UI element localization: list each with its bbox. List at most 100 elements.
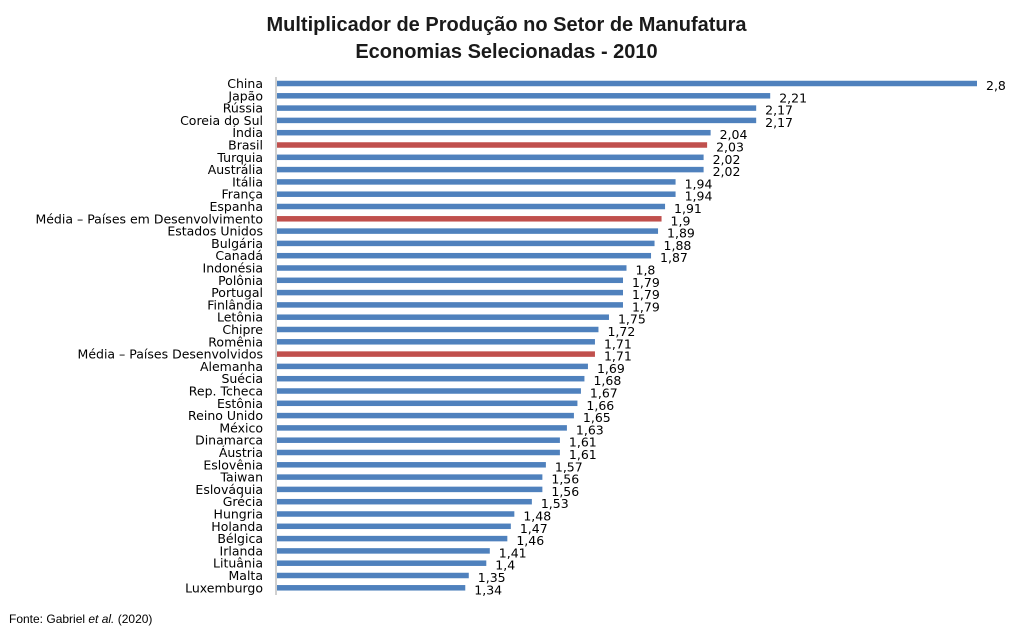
bar	[277, 277, 623, 284]
value-label: 2,04	[720, 127, 748, 142]
category-label: Indonésia	[203, 261, 263, 276]
category-label: Turquia	[216, 150, 263, 165]
value-label: 1,47	[520, 521, 548, 536]
bar	[277, 302, 623, 308]
source-italic: et al.	[88, 612, 115, 626]
category-label: Coreia do Sul	[180, 113, 263, 128]
bar	[277, 240, 655, 247]
bar	[277, 437, 560, 443]
bar	[277, 339, 595, 345]
bar	[277, 523, 511, 530]
bar	[277, 117, 757, 124]
bar	[277, 289, 623, 296]
bar	[277, 228, 659, 234]
category-label: Austrália	[208, 162, 263, 177]
value-label: 1,69	[597, 361, 625, 376]
value-label: 1,56	[551, 472, 579, 487]
value-label: 2,02	[713, 152, 741, 167]
category-label: Portugal	[211, 285, 263, 300]
value-label: 1,61	[569, 447, 597, 462]
bar	[277, 462, 546, 468]
category-label: Grécia	[223, 494, 263, 509]
bar	[277, 560, 487, 566]
category-label: Bélgica	[217, 531, 263, 546]
value-label: 1,94	[685, 189, 713, 204]
value-label: 1,53	[541, 496, 569, 511]
bar	[277, 166, 704, 173]
value-label: 1,63	[576, 422, 604, 437]
category-label: Bulgária	[211, 236, 263, 251]
category-label: Taiwan	[219, 470, 263, 485]
bar	[277, 191, 676, 197]
bar	[277, 93, 771, 99]
bar	[277, 585, 466, 591]
bar	[277, 486, 543, 493]
bar	[277, 326, 599, 333]
value-label: 1,48	[523, 509, 551, 524]
value-label: 1,9	[671, 213, 691, 228]
source-note: Fonte: Gabriel et al. (2020)	[9, 612, 152, 626]
value-label: 1,57	[555, 459, 583, 474]
value-label: 1,67	[590, 386, 618, 401]
value-label: 1,72	[607, 324, 635, 339]
bar	[277, 474, 543, 480]
value-label: 2,17	[765, 103, 793, 118]
category-label: Estados Unidos	[167, 224, 263, 239]
category-label: Média – Países em Desenvolvimento	[35, 211, 263, 226]
category-label: Romênia	[208, 334, 263, 349]
value-label: 1,75	[618, 312, 646, 327]
category-label: Eslovênia	[203, 457, 263, 472]
category-label: Espanha	[209, 199, 263, 214]
category-label: Malta	[229, 568, 263, 583]
bar	[277, 535, 508, 542]
category-label: Letônia	[217, 310, 263, 325]
value-label: 1,8	[636, 263, 656, 278]
chart-subtitle: Economias Selecionadas - 2010	[355, 41, 658, 63]
bar	[277, 363, 588, 370]
value-label: 1,68	[593, 373, 621, 388]
value-label: 1,61	[569, 435, 597, 450]
category-label: Itália	[232, 174, 263, 189]
bar	[277, 105, 757, 111]
bar	[277, 425, 567, 431]
value-label: 2,8	[986, 78, 1006, 93]
bar	[277, 314, 609, 320]
category-label: Lituânia	[213, 556, 263, 571]
value-label: 1,34	[474, 582, 502, 597]
value-label: 1,41	[499, 545, 527, 560]
category-label: Rep. Tcheca	[189, 384, 263, 399]
bar	[277, 388, 581, 394]
bar	[277, 179, 676, 185]
category-label: Áustria	[219, 445, 263, 460]
category-label: Irlanda	[220, 543, 263, 558]
category-label: Brasil	[228, 138, 263, 153]
category-label: Estônia	[217, 396, 263, 411]
bar	[277, 511, 515, 517]
bar	[277, 216, 662, 222]
category-label: Holanda	[211, 519, 263, 534]
value-label: 1,91	[674, 201, 702, 216]
chart-title-line1: Multiplicador de Produção no Setor de Ma…	[266, 14, 747, 36]
category-label: França	[221, 187, 263, 202]
bar	[277, 252, 652, 259]
value-label: 1,65	[583, 410, 611, 425]
category-label: México	[219, 420, 263, 435]
source-suffix: (2020)	[114, 612, 153, 626]
bar	[277, 572, 469, 579]
value-label: 1,87	[660, 250, 688, 265]
value-label: 1,46	[516, 533, 544, 548]
value-label: 2,17	[765, 115, 793, 130]
source-prefix: Fonte: Gabriel	[9, 612, 89, 626]
value-label: 1,4	[495, 558, 515, 573]
category-label: Polônia	[218, 273, 263, 288]
value-label: 1,79	[632, 299, 660, 314]
bar	[277, 203, 666, 210]
category-label: Chipre	[222, 322, 263, 337]
value-label: 1,35	[478, 570, 506, 585]
bar	[277, 80, 977, 87]
bar	[277, 498, 532, 505]
category-label: Índia	[232, 125, 263, 140]
chart-title: Multiplicador de Produção no Setor de Ma…	[0, 12, 1013, 66]
category-label: Dinamarca	[195, 433, 263, 448]
value-label: 1,71	[604, 336, 632, 351]
